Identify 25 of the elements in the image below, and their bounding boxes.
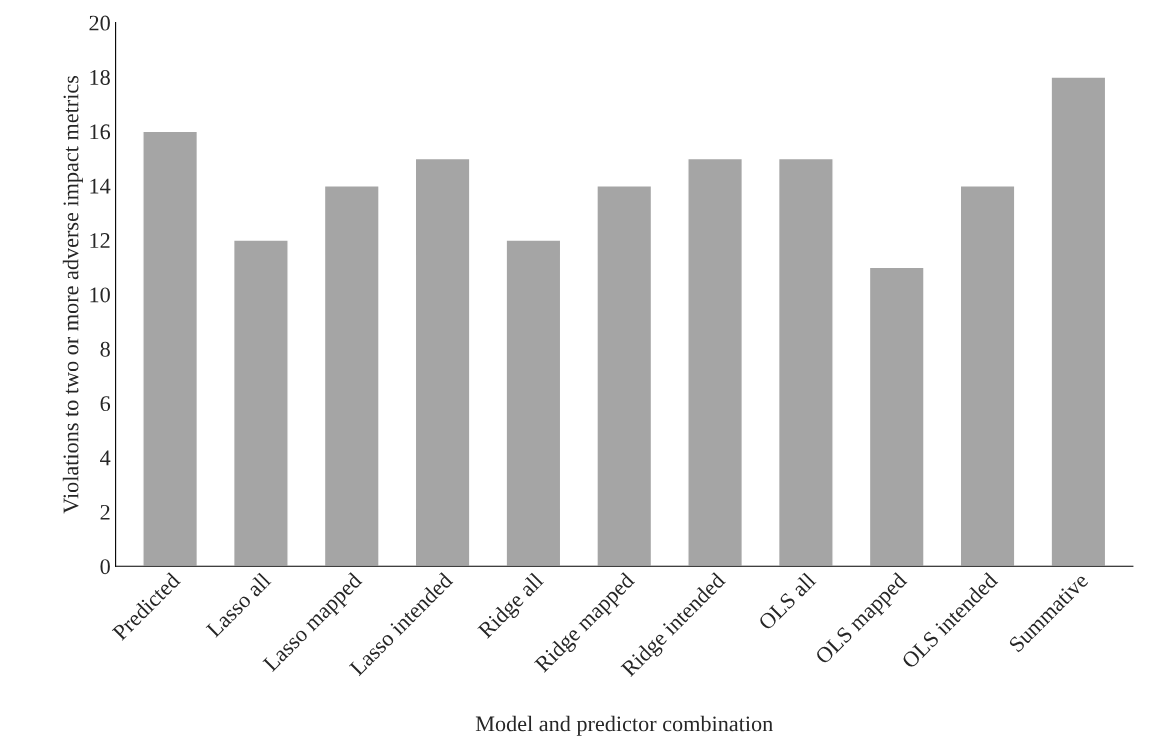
y-tick-label: 20 <box>89 15 110 31</box>
y-tick-label: 8 <box>100 341 110 357</box>
y-tick-label: 12 <box>90 233 110 248</box>
y-tick-label: 18 <box>90 69 110 85</box>
y-tick-label: 16 <box>90 124 111 140</box>
y-tick-label: 0 <box>100 559 110 575</box>
y-tick-label: 4 <box>100 450 111 466</box>
bar <box>687 157 744 567</box>
bar <box>777 157 834 567</box>
bar <box>323 185 380 567</box>
bar <box>868 266 925 567</box>
y-tick-label: 10 <box>90 287 110 303</box>
x-tick-label: OLS all <box>757 571 817 631</box>
bar <box>959 185 1016 567</box>
bar <box>414 157 471 567</box>
bar <box>596 185 653 567</box>
bar <box>505 239 562 567</box>
x-axis-title: Model and predictor combination <box>475 715 773 736</box>
bar <box>1050 76 1107 567</box>
y-tick-label: 6 <box>100 396 111 412</box>
y-tick-label: 14 <box>90 178 111 194</box>
y-axis-title: Violations to two or more adverse impact metrics <box>62 75 83 514</box>
y-tick-label: 2 <box>100 504 110 520</box>
bar <box>142 130 199 567</box>
bar <box>232 239 289 567</box>
